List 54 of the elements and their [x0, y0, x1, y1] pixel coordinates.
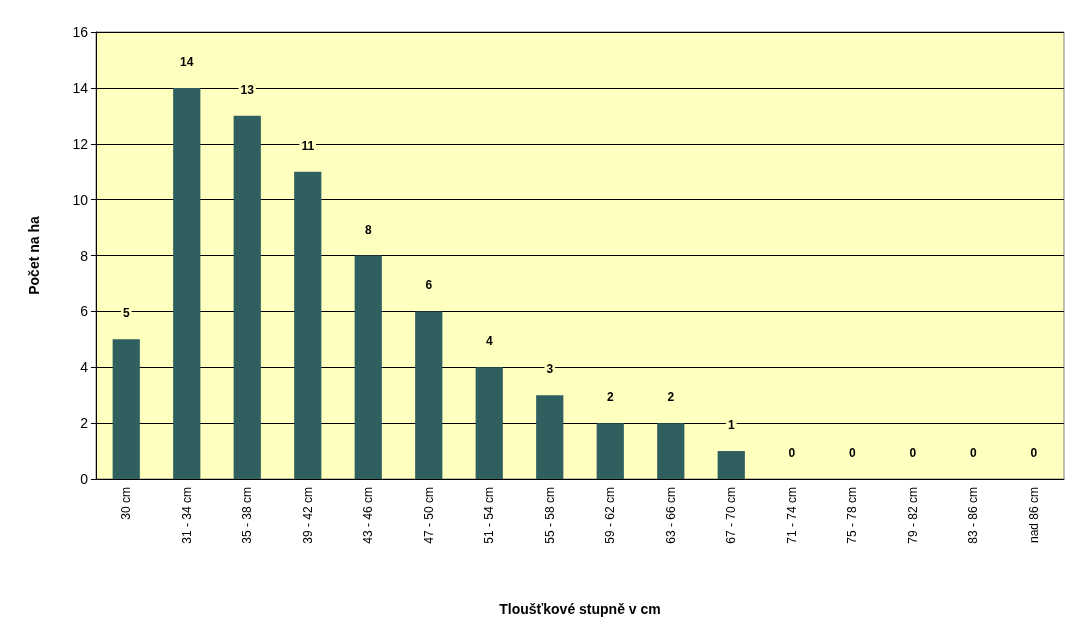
- y-tick-label: 0: [80, 471, 89, 487]
- x-tick-label: 47 - 50 cm: [421, 487, 436, 544]
- x-tick-label: 79 - 82 cm: [905, 487, 920, 544]
- x-tick-label: 39 - 42 cm: [300, 487, 315, 544]
- y-axis-title: Počet na ha: [26, 216, 42, 295]
- x-tick-label: 35 - 38 cm: [240, 487, 255, 544]
- y-tick-label: 16: [72, 24, 89, 40]
- x-tick-label: 83 - 86 cm: [966, 487, 981, 544]
- x-tick-label: 30 cm: [119, 487, 134, 520]
- bar: [596, 423, 624, 479]
- data-label: 5: [122, 306, 130, 321]
- bar: [294, 171, 322, 479]
- data-label: 3: [546, 362, 554, 377]
- bar: [657, 423, 685, 479]
- bar: [536, 395, 564, 479]
- y-tick-label: 2: [80, 415, 89, 432]
- data-label: 11: [301, 138, 315, 153]
- bar: [173, 87, 201, 479]
- x-tick-label: 55 - 58 cm: [542, 487, 557, 544]
- x-tick-label: nad 86 cm: [1026, 487, 1041, 544]
- data-label: 0: [788, 446, 796, 460]
- x-tick-label: 63 - 66 cm: [663, 487, 678, 544]
- x-tick-label: 67 - 70 cm: [724, 487, 739, 544]
- x-tick-label: 51 - 54 cm: [482, 487, 497, 544]
- bar: [233, 115, 261, 479]
- data-label: 8: [364, 222, 372, 237]
- data-label: 6: [425, 278, 433, 293]
- x-axis-title: Tloušťkové stupně v cm: [499, 601, 661, 617]
- x-tick-label: 31 - 34 cm: [179, 487, 194, 544]
- y-tick-label: 6: [80, 303, 89, 320]
- data-label: 1: [727, 418, 735, 433]
- data-label: 14: [180, 54, 194, 69]
- x-tick-label: 59 - 62 cm: [603, 487, 618, 544]
- data-label: 0: [909, 446, 917, 460]
- y-tick-label: 4: [80, 359, 89, 376]
- bar: [475, 367, 503, 479]
- x-tick-label: 71 - 74 cm: [784, 487, 799, 544]
- bar: [112, 339, 140, 479]
- bar: [354, 255, 382, 479]
- data-label: 13: [240, 82, 255, 97]
- y-tick-label: 10: [72, 191, 89, 208]
- data-label: 2: [667, 390, 675, 405]
- y-tick-label: 8: [80, 247, 89, 264]
- bar: [717, 451, 745, 479]
- data-label: 0: [1030, 446, 1038, 460]
- bar: [415, 311, 443, 479]
- data-label: 0: [969, 446, 977, 460]
- data-label: 4: [485, 334, 493, 349]
- data-label: 2: [606, 390, 614, 405]
- x-tick-label: 43 - 46 cm: [361, 487, 376, 544]
- x-tick-label: 75 - 78 cm: [845, 487, 860, 544]
- y-tick-label: 12: [72, 135, 89, 152]
- y-tick-label: 14: [72, 79, 89, 96]
- data-label: 0: [848, 446, 856, 460]
